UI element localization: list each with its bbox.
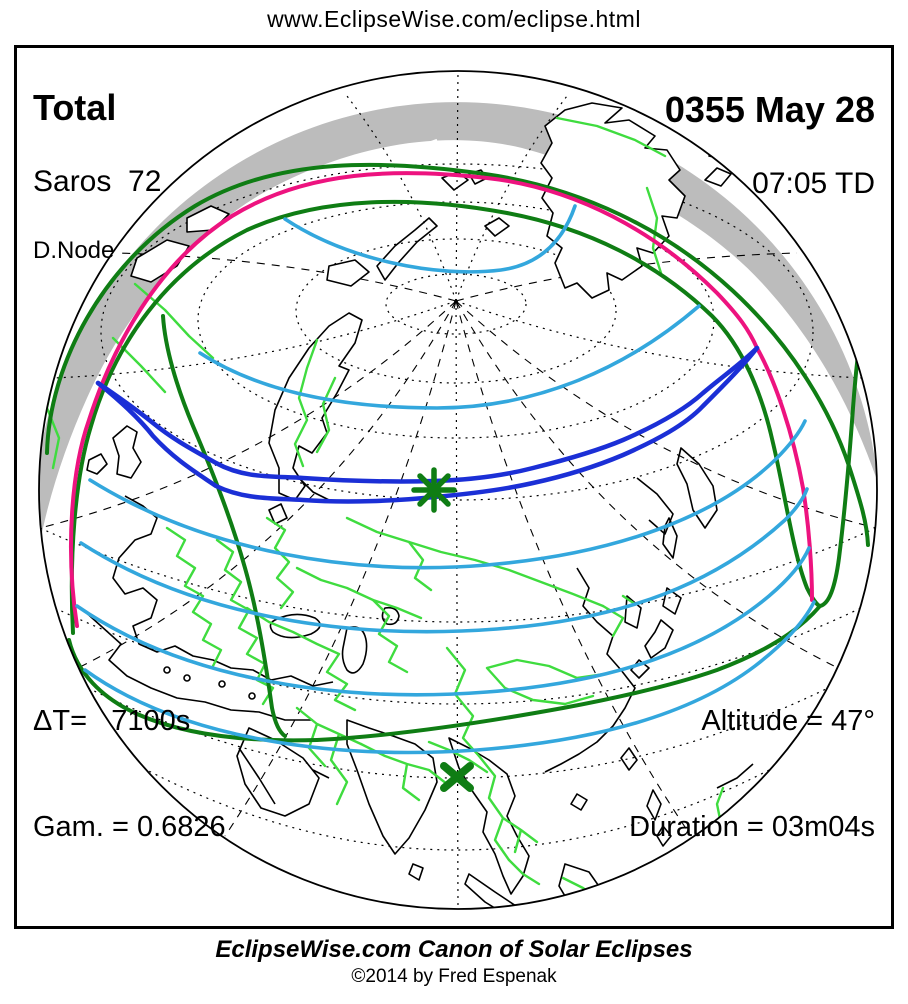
eclipse-map-globe bbox=[38, 70, 878, 910]
rise-set-limit-lines bbox=[45, 162, 870, 743]
node-label: D.Node bbox=[33, 236, 115, 264]
eclipse-date-label: 0355 May 28 bbox=[664, 88, 875, 130]
penumbral-limit-line bbox=[69, 171, 814, 628]
borneo bbox=[558, 863, 604, 909]
india bbox=[346, 719, 438, 855]
china-coast bbox=[544, 567, 636, 773]
arabia bbox=[236, 727, 330, 817]
sunrise-curve bbox=[161, 314, 287, 738]
site-url: www.EclipseWise.com/eclipse.html bbox=[267, 6, 641, 32]
inner-limit-curve bbox=[69, 199, 867, 635]
eclipse-time-label: 07:05 TD bbox=[752, 166, 875, 200]
time-contour-lines bbox=[75, 204, 816, 755]
eclipse-info-bottom-left: ΔT= 7100s Gam. = 0.6826 bbox=[33, 633, 226, 916]
eclipse-info-bottom-right: Altitude = 47° Duration = 03m04s bbox=[629, 633, 875, 916]
delta-t-label: ΔT= 7100s bbox=[33, 704, 191, 737]
greatest-eclipse-marker bbox=[411, 467, 457, 513]
eclipse-map-frame: Total Saros 72 D.Node 0355 May 28 07:05 … bbox=[14, 45, 894, 929]
globe-rim bbox=[38, 70, 878, 910]
eclipse-type-label: Total bbox=[33, 86, 117, 128]
black-sea bbox=[269, 613, 321, 639]
greenland bbox=[540, 102, 686, 299]
eclipse-info-top-left: Total Saros 72 D.Node bbox=[33, 54, 161, 298]
british-isles bbox=[112, 425, 142, 479]
greatest-duration-marker bbox=[440, 762, 474, 792]
indochina bbox=[448, 737, 530, 895]
footer-copyright: ©2014 by Fred Espenak bbox=[351, 966, 557, 987]
outer-limit-curve bbox=[45, 162, 870, 547]
sumatra bbox=[464, 873, 520, 909]
gamma-label: Gam. = 0.6826 bbox=[33, 810, 226, 843]
altitude-label: Altitude = 47° bbox=[701, 704, 875, 737]
footer-title: EclipseWise.com Canon of Solar Eclipses bbox=[215, 936, 693, 963]
southern-limit-curve bbox=[67, 604, 822, 743]
iceland bbox=[326, 259, 370, 287]
duration-label: Duration = 03m04s bbox=[629, 810, 875, 843]
eclipse-info-top-right: 0355 May 28 07:05 TD bbox=[665, 56, 875, 235]
saros-label: Saros 72 bbox=[33, 164, 162, 198]
